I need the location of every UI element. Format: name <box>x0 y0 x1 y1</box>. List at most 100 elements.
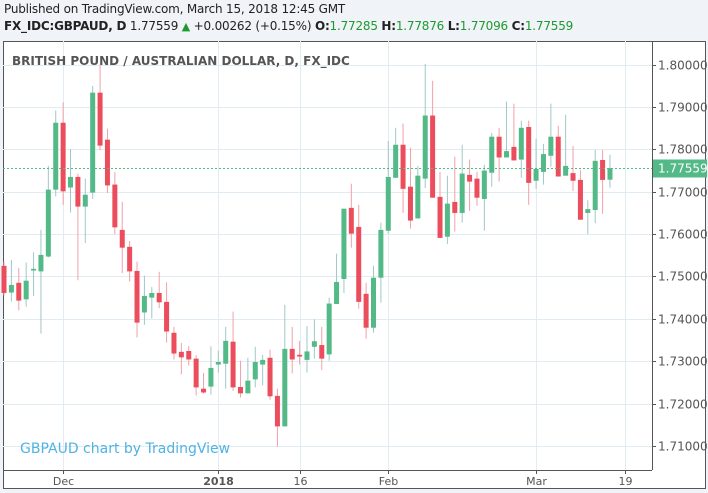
candle-body <box>134 270 140 323</box>
candle-body <box>230 341 236 388</box>
y-tick-label: 1.77000 <box>658 186 708 200</box>
candle-body <box>356 226 362 302</box>
time-axis[interactable]: Dec 2018 16 Feb Mar 19 <box>53 470 633 488</box>
candle-body <box>385 176 391 231</box>
y-tick-label: 1.71000 <box>658 440 708 454</box>
candle-body <box>245 380 251 394</box>
x-tick-label: Dec <box>53 475 74 488</box>
candle-body <box>489 136 495 173</box>
candle-body <box>474 178 480 198</box>
candle-body <box>430 115 436 198</box>
candle-body <box>415 175 421 219</box>
candle-body <box>201 388 207 393</box>
candle-body <box>223 340 229 364</box>
open-label: O: <box>314 19 330 33</box>
x-tick-label: Feb <box>379 475 398 488</box>
candle-body <box>540 154 546 172</box>
candle-body <box>311 341 317 347</box>
candle-body <box>260 359 266 365</box>
candle-body <box>555 136 561 177</box>
candle-body <box>141 295 147 313</box>
candles <box>1 63 613 447</box>
price-axis[interactable]: 1.80000 1.79000 1.78000 1.77000 1.76000 1.750… <box>652 59 708 454</box>
y-tick-label: 1.73000 <box>658 355 708 369</box>
candle-body <box>378 229 384 278</box>
candle-body <box>289 348 295 360</box>
x-tick-label: 19 <box>619 475 633 488</box>
triangle-up-icon: ▲ <box>181 20 191 33</box>
candle-body <box>45 189 51 257</box>
low-value: 1.77096 <box>459 19 508 33</box>
candle-body <box>38 254 44 272</box>
candle-body <box>16 282 22 301</box>
y-tick-label: 1.74000 <box>658 313 708 327</box>
candle-body <box>104 139 110 186</box>
candle-body <box>31 268 37 271</box>
candle-body <box>437 196 443 238</box>
high-value: 1.77876 <box>395 19 445 33</box>
close-value: 1.77559 <box>524 19 574 33</box>
watermark: GBPAUD chart by TradingView <box>20 441 230 457</box>
candle-body <box>53 122 59 190</box>
candle-body <box>422 115 428 179</box>
candle-body <box>341 208 347 280</box>
candle-body <box>585 209 591 213</box>
price-change: +0.00262 (+0.15%) <box>193 19 312 33</box>
candle-body <box>186 350 192 360</box>
candle-body <box>304 351 310 360</box>
candle-body <box>496 136 502 158</box>
candle-body <box>511 146 517 161</box>
candle-body <box>607 168 613 180</box>
candle-body <box>75 176 81 207</box>
candle-body <box>178 351 184 358</box>
candle-body <box>393 144 399 178</box>
candle-body <box>400 144 406 189</box>
y-tick-label: 1.76000 <box>658 228 708 242</box>
candle-body <box>533 168 539 181</box>
low-label: L: <box>447 19 460 33</box>
y-tick-label: 1.78000 <box>658 143 708 157</box>
candle-body <box>274 395 280 427</box>
symbol-quote-line: FX_IDC:GBPAUD, D 1.77559 ▲ +0.00262 (+0.… <box>4 19 573 33</box>
candle-body <box>348 207 354 234</box>
candle-body <box>208 367 214 387</box>
candle-body <box>504 151 510 158</box>
chart-frame <box>3 41 706 489</box>
candle-body <box>570 173 576 181</box>
candle-body <box>119 229 125 248</box>
candle-body <box>326 303 332 355</box>
candle-body <box>518 127 524 160</box>
y-tick-label: 1.79000 <box>658 101 708 115</box>
candle-body <box>164 301 170 332</box>
candle-body <box>452 201 458 213</box>
candle-body <box>319 345 325 359</box>
y-tick-label: 1.80000 <box>658 59 708 73</box>
candle-body <box>60 122 66 192</box>
chart-title: BRITISH POUND / AUSTRALIAN DOLLAR, D, FX… <box>12 54 350 69</box>
candle-body <box>459 173 465 213</box>
last-price-badge <box>653 159 707 178</box>
x-tick-label: 2018 <box>203 475 234 488</box>
high-label: H: <box>381 19 396 33</box>
candle-body <box>467 174 473 182</box>
candle-body <box>215 362 221 365</box>
candle-body <box>68 176 74 188</box>
x-tick-label: 16 <box>294 475 308 488</box>
candle-body <box>8 284 14 293</box>
candle-body <box>526 126 532 183</box>
symbol-label: FX_IDC:GBPAUD, D <box>4 19 127 33</box>
candle-body <box>171 332 177 354</box>
candle-body <box>600 160 606 180</box>
candle-body <box>149 292 155 298</box>
last-price: 1.77559 <box>129 19 179 33</box>
candle-body <box>23 280 29 300</box>
candle-body <box>97 92 103 146</box>
candle-body <box>297 354 303 357</box>
candle-body <box>407 186 413 221</box>
y-tick-label: 1.75000 <box>658 270 708 284</box>
candle-body <box>127 246 133 272</box>
candle-body <box>592 160 598 210</box>
y-tick-label: 1.72000 <box>658 398 708 412</box>
candle-body <box>82 194 88 207</box>
